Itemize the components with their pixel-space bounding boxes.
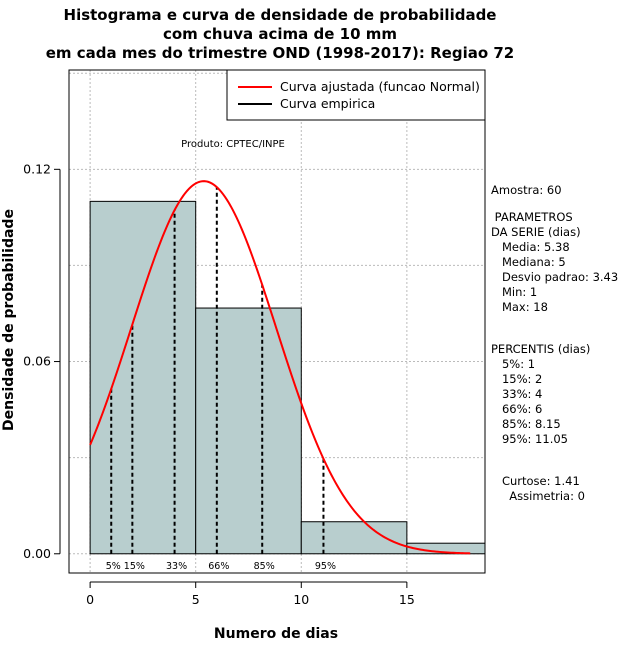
percentile-label-3: 33%	[166, 561, 187, 572]
y-tick-label: 0.00	[23, 546, 51, 561]
stat-param-header-2: DA SERIE (dias)	[491, 225, 581, 239]
y-tick-label: 0.12	[23, 161, 51, 176]
stat-min: Min: 1	[491, 285, 538, 299]
stat-desvio: Desvio padrao: 3.43	[491, 270, 619, 284]
stat-curtose: Curtose: 1.41	[491, 474, 580, 488]
stat-p15: 15%: 2	[491, 372, 543, 386]
stat-percentis-header: PERCENTIS (dias)	[491, 342, 591, 356]
stat-param-header-1: PARAMETROS	[491, 210, 573, 224]
x-tick-label: 0	[86, 592, 94, 607]
stat-max: Max: 18	[491, 300, 548, 314]
stat-media: Media: 5.38	[491, 240, 570, 254]
x-axis-title: Numero de dias	[214, 626, 338, 642]
stat-mediana: Mediana: 5	[491, 255, 566, 269]
percentile-label-4: 66%	[208, 561, 229, 572]
chart-title-line-1: Histograma e curva de densidade de proba…	[63, 6, 497, 24]
y-axis: 0.00 0.06 0.12	[23, 161, 61, 561]
stat-amostra: Amostra: 60	[491, 183, 562, 197]
legend-label-normal: Curva ajustada (funcao Normal)	[280, 79, 480, 94]
legend-label-empirical: Curva empirica	[280, 96, 375, 111]
y-axis-title: Densidade de probabilidade	[1, 209, 17, 431]
x-axis: 0 5 10 15	[86, 581, 415, 607]
stat-assimetria: Assimetria: 0	[491, 489, 585, 503]
x-tick-label: 15	[399, 592, 415, 607]
percentile-label-2: 15%	[124, 561, 145, 572]
histogram-bars	[89, 200, 486, 555]
x-tick-label: 5	[192, 592, 200, 607]
legend-box	[226, 69, 486, 121]
percentile-label-5: 85%	[254, 561, 275, 572]
stat-p85: 85%: 8.15	[491, 417, 561, 431]
chart-title-line-3: em cada mes do trimestre OND (1998-2017)…	[45, 44, 515, 62]
stat-p95: 95%: 11.05	[491, 432, 568, 446]
percentile-label-1: 5%	[106, 561, 121, 572]
stat-p33: 33%: 4	[491, 387, 543, 401]
stat-p5: 5%: 1	[491, 357, 536, 371]
chart-title-line-2: com chuva acima de 10 mm	[162, 25, 398, 43]
percentile-labels: 5% 15% 33% 66% 85% 95%	[106, 561, 336, 572]
x-tick-label: 10	[293, 592, 309, 607]
legend: Curva ajustada (funcao Normal) Curva emp…	[226, 69, 486, 121]
normal-curve	[89, 180, 471, 555]
y-tick-label: 0.06	[23, 354, 51, 369]
stat-p66: 66%: 6	[491, 402, 543, 416]
histogram-bar-3	[300, 521, 408, 555]
percentile-lines	[110, 187, 325, 554]
histogram-bar-2	[195, 307, 302, 555]
percentile-label-6: 95%	[315, 561, 336, 572]
histogram-bar-1	[89, 200, 197, 555]
product-annotation: Produto: CPTEC/INPE	[181, 139, 285, 150]
